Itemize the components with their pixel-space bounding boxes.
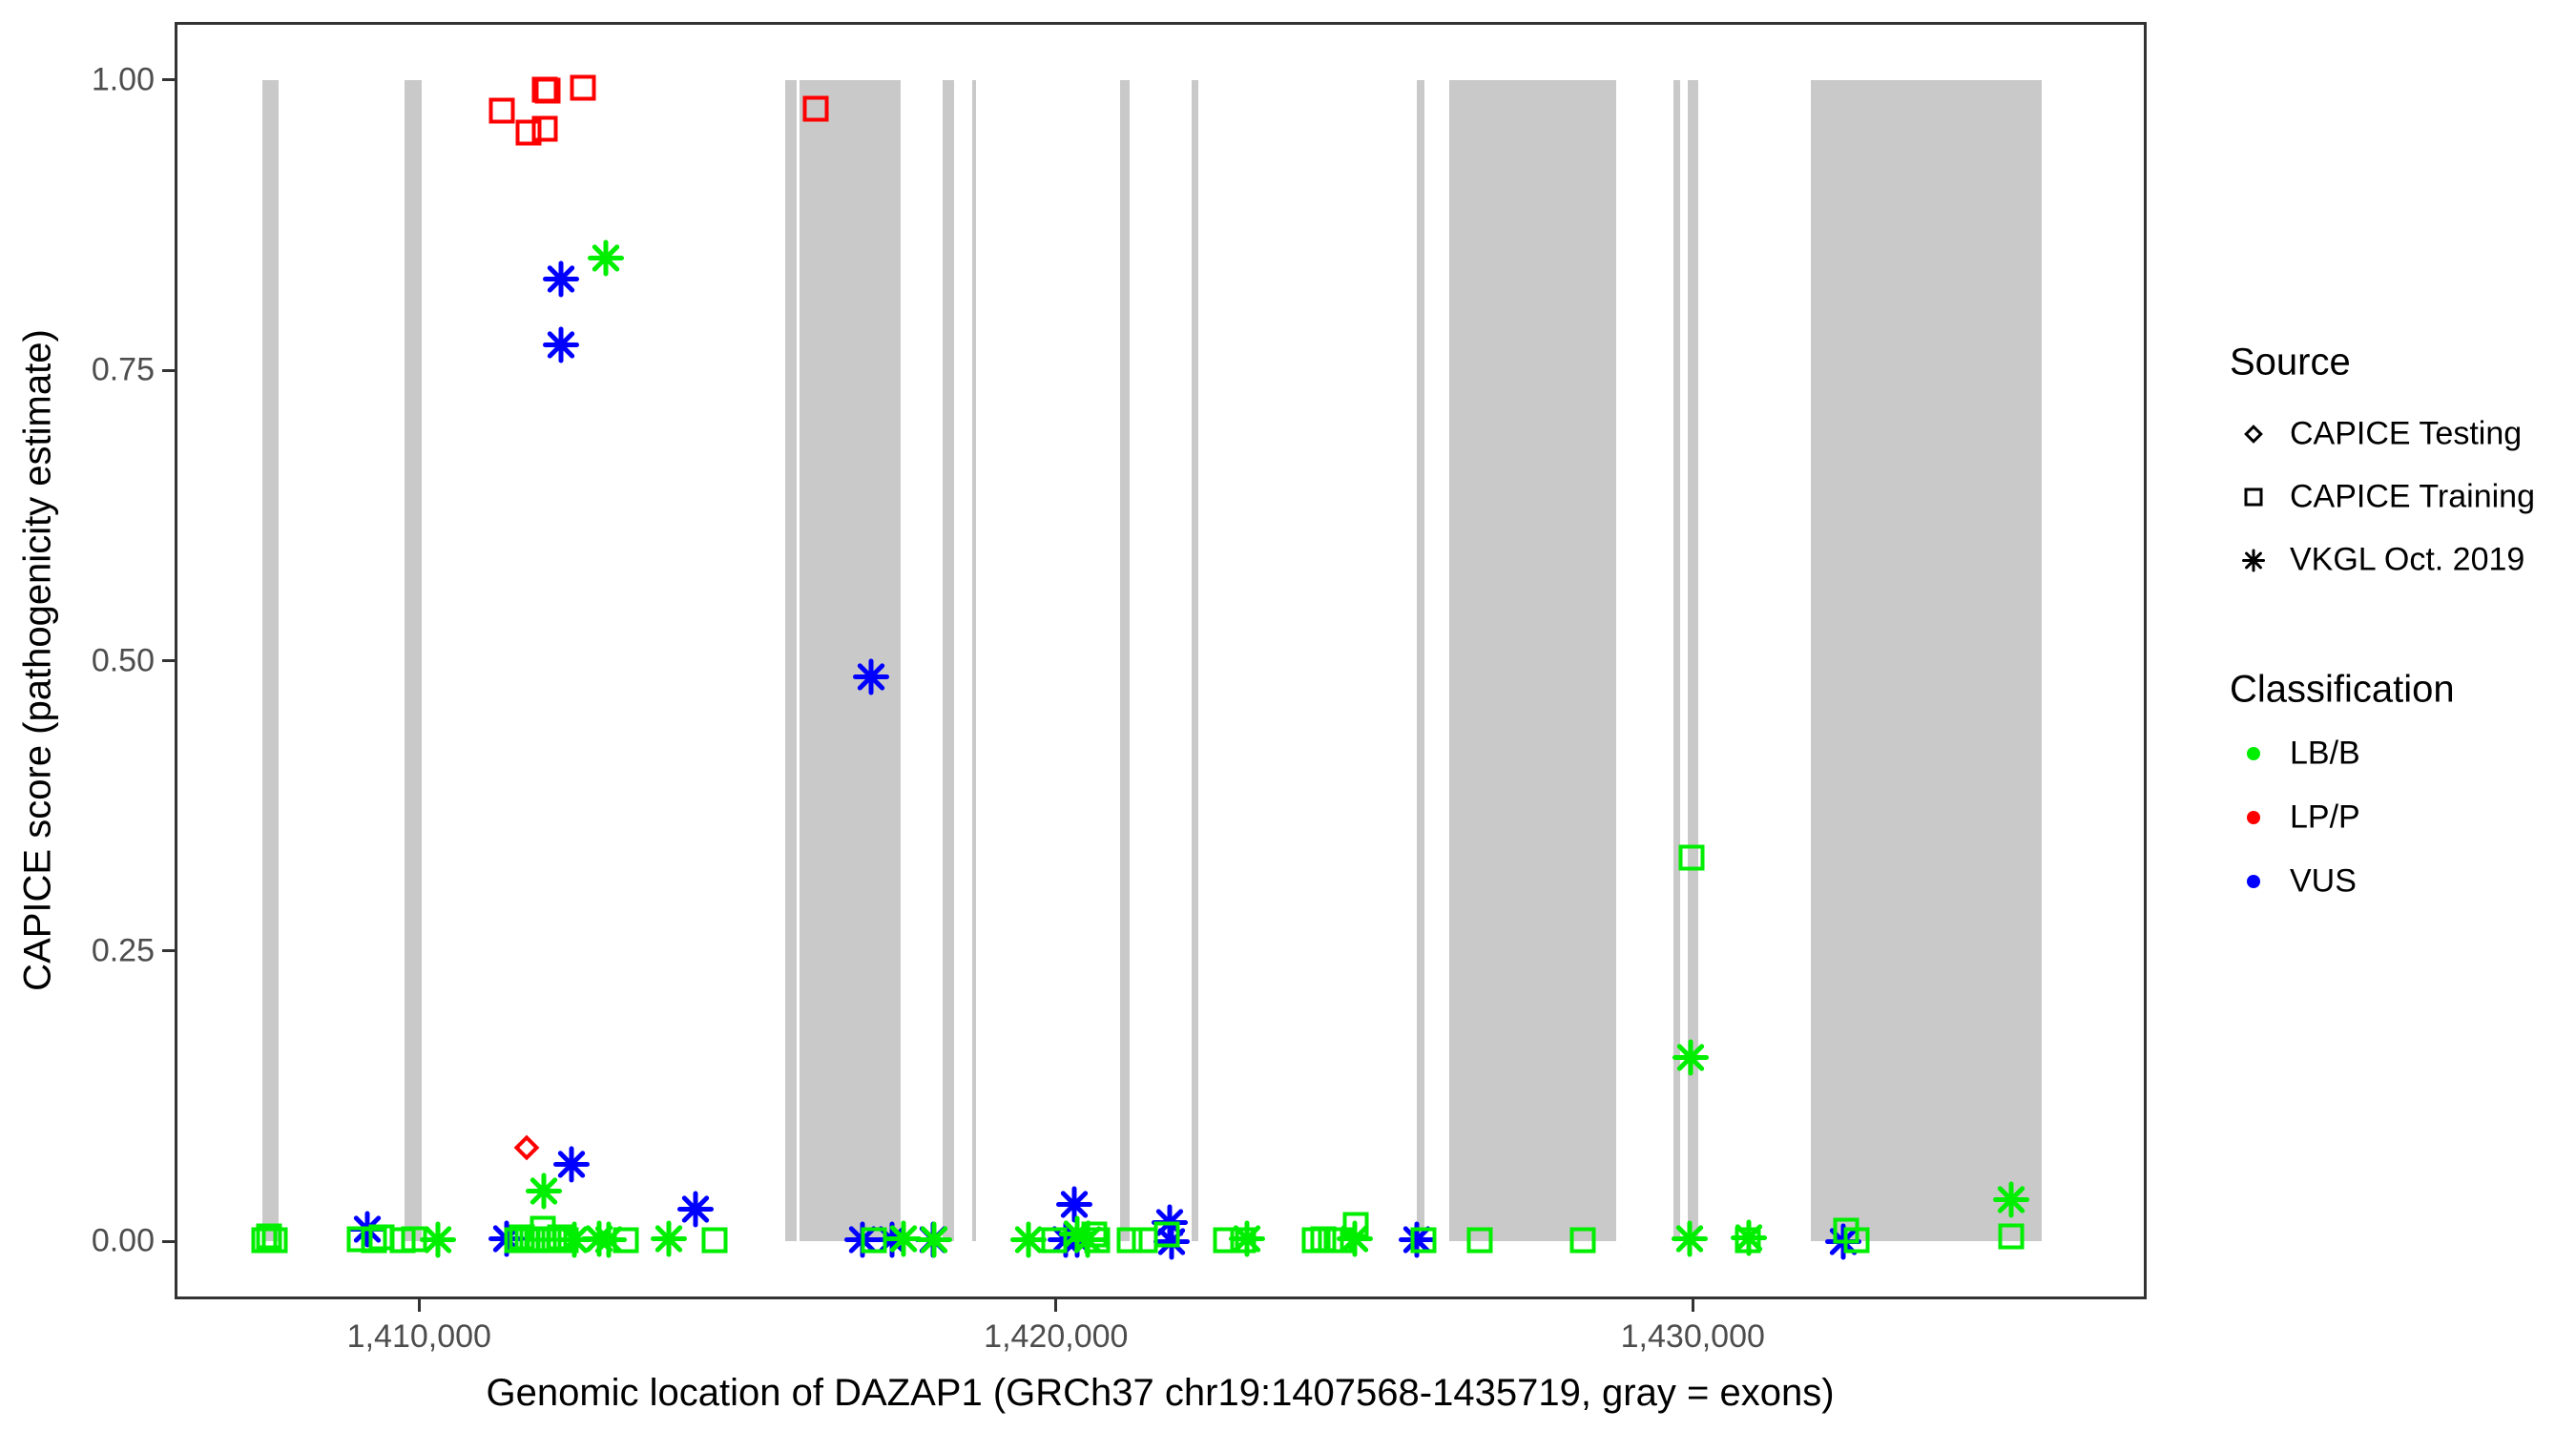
data-point-asterisk bbox=[650, 1220, 687, 1257]
exon-band bbox=[262, 79, 280, 1242]
legend-source-title: Source bbox=[2230, 341, 2351, 384]
classification-dot-icon bbox=[2247, 875, 2260, 888]
exon-band bbox=[785, 79, 798, 1242]
data-point-asterisk bbox=[420, 1221, 457, 1258]
data-point-asterisk bbox=[590, 1221, 627, 1258]
data-point-asterisk bbox=[1337, 1220, 1374, 1257]
legend-classification-title: Classification bbox=[2230, 668, 2455, 711]
y-axis-tick bbox=[162, 368, 175, 372]
x-axis-tick-label: 1,410,000 bbox=[346, 1318, 491, 1355]
data-point-asterisk bbox=[677, 1191, 714, 1228]
x-axis-tick bbox=[1054, 1299, 1058, 1312]
classification-dot-icon bbox=[2247, 811, 2260, 824]
exon-band bbox=[1673, 79, 1680, 1242]
data-point-square bbox=[261, 1227, 288, 1254]
legend-classification-item-label: LP/P bbox=[2290, 798, 2360, 836]
data-point-square bbox=[1084, 1227, 1111, 1254]
y-axis-tick-label: 1.00 bbox=[91, 61, 155, 98]
data-point-asterisk bbox=[1730, 1219, 1767, 1256]
exon-band bbox=[1192, 79, 1199, 1242]
data-point-square bbox=[488, 97, 515, 123]
data-point-asterisk bbox=[1056, 1186, 1093, 1223]
x-axis-tick bbox=[417, 1299, 421, 1312]
data-point-asterisk bbox=[1672, 1220, 1709, 1257]
exon-band bbox=[800, 79, 902, 1242]
data-point-square bbox=[515, 119, 542, 146]
data-point-asterisk bbox=[552, 1146, 590, 1183]
data-point-square bbox=[1116, 1227, 1143, 1254]
data-point-asterisk bbox=[916, 1221, 953, 1258]
data-point-asterisk bbox=[556, 1221, 593, 1258]
data-point-square bbox=[1153, 1221, 1180, 1248]
data-point-asterisk bbox=[1010, 1221, 1048, 1258]
legend-classification-item-label: LB/B bbox=[2290, 735, 2360, 772]
y-axis-tick-label: 0.25 bbox=[91, 932, 155, 969]
diamond-legend-key-icon bbox=[2244, 425, 2263, 444]
data-point-asterisk bbox=[1398, 1221, 1435, 1258]
data-point-square bbox=[531, 115, 558, 142]
x-axis-title: Genomic location of DAZAP1 (GRCh37 chr19… bbox=[486, 1372, 1835, 1414]
data-point-square bbox=[570, 74, 596, 101]
data-point-square bbox=[1678, 844, 1705, 871]
asterisk-legend-key-icon bbox=[2242, 549, 2265, 571]
exon-band bbox=[1810, 79, 2043, 1242]
exon-band bbox=[943, 79, 955, 1242]
data-point-square bbox=[861, 1227, 887, 1254]
exon-band bbox=[972, 79, 977, 1242]
data-point-square bbox=[361, 1227, 387, 1254]
data-point-asterisk bbox=[542, 260, 579, 298]
data-point-asterisk bbox=[1059, 1215, 1096, 1253]
data-point-asterisk bbox=[1672, 1039, 1709, 1076]
data-point-asterisk bbox=[542, 326, 579, 363]
data-point-asterisk bbox=[526, 1172, 562, 1210]
data-point-square bbox=[1410, 1227, 1437, 1254]
data-point-asterisk bbox=[885, 1220, 923, 1257]
exon-band bbox=[405, 79, 423, 1242]
legend-source-item-label: VKGL Oct. 2019 bbox=[2290, 541, 2525, 578]
data-point-square bbox=[701, 1227, 728, 1254]
y-axis-tick bbox=[162, 1239, 175, 1243]
data-point-square bbox=[802, 95, 829, 122]
x-axis-tick-label: 1,430,000 bbox=[1620, 1318, 1765, 1355]
x-axis-tick bbox=[1691, 1299, 1694, 1312]
legend-source-item-label: CAPICE Testing bbox=[2290, 415, 2523, 452]
y-axis-tick-label: 0.00 bbox=[91, 1222, 155, 1259]
exon-band bbox=[1120, 79, 1131, 1242]
data-point-square bbox=[1843, 1227, 1870, 1254]
data-point-square bbox=[256, 1223, 282, 1250]
exon-band bbox=[1417, 79, 1425, 1242]
y-axis-tick-label: 0.75 bbox=[91, 351, 155, 388]
data-point-square bbox=[1041, 1227, 1068, 1254]
data-point-asterisk bbox=[587, 239, 624, 277]
y-axis-tick bbox=[162, 78, 175, 82]
y-axis-tick bbox=[162, 659, 175, 662]
y-axis-tick bbox=[162, 949, 175, 953]
x-axis-tick-label: 1,420,000 bbox=[984, 1318, 1129, 1355]
data-point-asterisk bbox=[852, 658, 889, 695]
data-point-square bbox=[534, 77, 561, 104]
legend-classification-item-label: VUS bbox=[2290, 862, 2357, 900]
y-axis-tick-label: 0.50 bbox=[91, 642, 155, 678]
data-point-asterisk bbox=[1153, 1223, 1191, 1260]
data-point-asterisk bbox=[1993, 1181, 2030, 1218]
data-point-square bbox=[1998, 1223, 2025, 1250]
square-legend-key-icon bbox=[2244, 487, 2263, 507]
legend-source-item-label: CAPICE Training bbox=[2290, 478, 2535, 515]
data-point-square bbox=[613, 1227, 639, 1254]
data-point-square bbox=[1466, 1227, 1493, 1254]
y-axis-title: CAPICE score (pathogenicity estimate) bbox=[16, 329, 59, 991]
classification-dot-icon bbox=[2247, 747, 2260, 760]
exon-band bbox=[1449, 79, 1617, 1242]
plot-panel bbox=[175, 22, 2147, 1299]
data-point-square bbox=[1569, 1227, 1596, 1254]
exon-band bbox=[1688, 79, 1699, 1242]
data-point-square bbox=[1081, 1221, 1108, 1248]
data-point-asterisk bbox=[1229, 1220, 1266, 1257]
